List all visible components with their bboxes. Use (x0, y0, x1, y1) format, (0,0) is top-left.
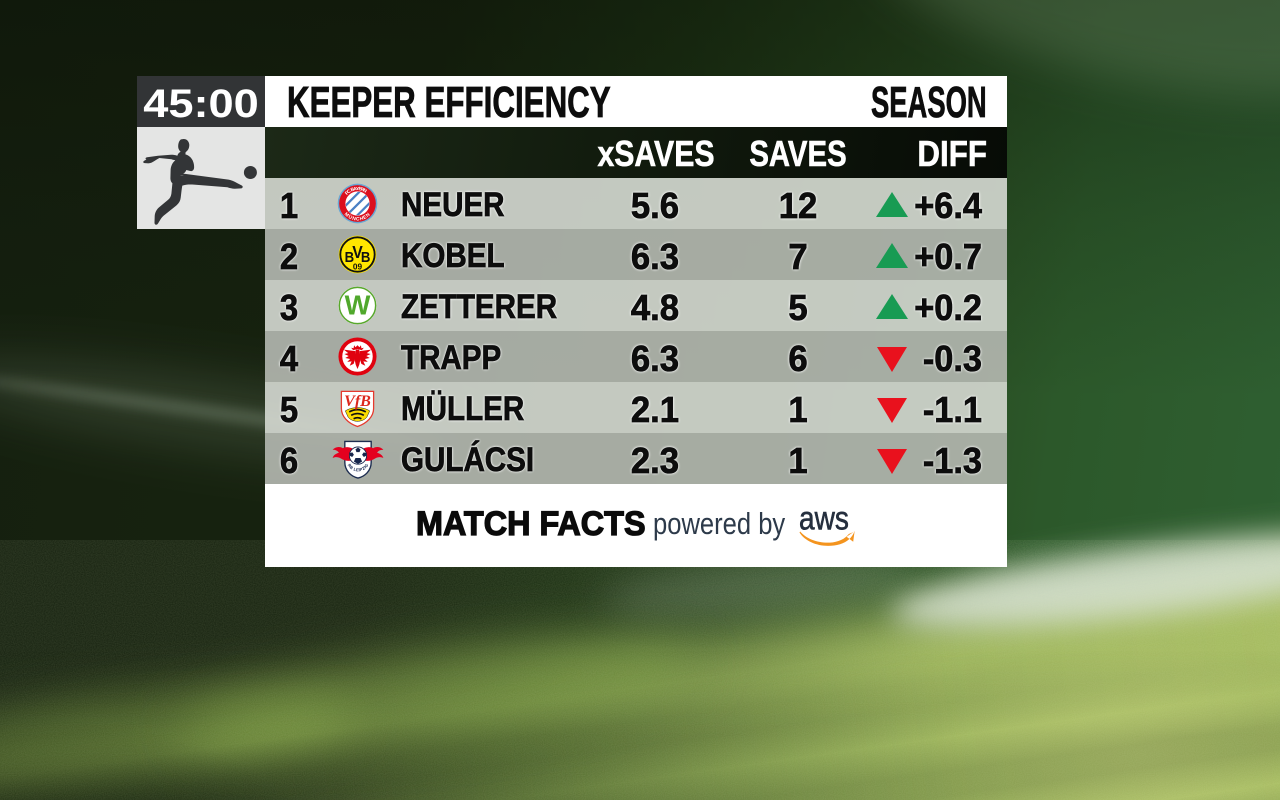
svg-text:C: C (356, 216, 360, 222)
svg-text:Ü: Ü (347, 213, 354, 221)
svg-text:E: E (358, 186, 363, 193)
svg-text:VfB: VfB (344, 393, 371, 410)
svg-text:R: R (360, 187, 366, 194)
svg-text:Y: Y (356, 186, 360, 192)
svg-text:N: N (362, 188, 368, 195)
svg-text:N: N (365, 212, 372, 219)
svg-text:aws: aws (799, 500, 849, 537)
svg-text:A: A (353, 186, 358, 193)
svg-text:RB LEIPZIG: RB LEIPZIG (347, 463, 370, 473)
svg-text:E: E (362, 214, 368, 221)
svg-text:H: H (359, 215, 364, 222)
svg-text:M: M (343, 211, 350, 218)
svg-text:09: 09 (353, 262, 363, 272)
svg-text:N: N (352, 216, 357, 223)
svg-text:C: C (346, 188, 353, 195)
svg-text:B: B (350, 186, 356, 193)
svg-text:V: V (352, 242, 363, 262)
svg-text:W: W (345, 290, 371, 321)
svg-text:B: B (361, 248, 371, 265)
svg-text:B: B (345, 248, 355, 265)
svg-text:F: F (344, 190, 350, 196)
